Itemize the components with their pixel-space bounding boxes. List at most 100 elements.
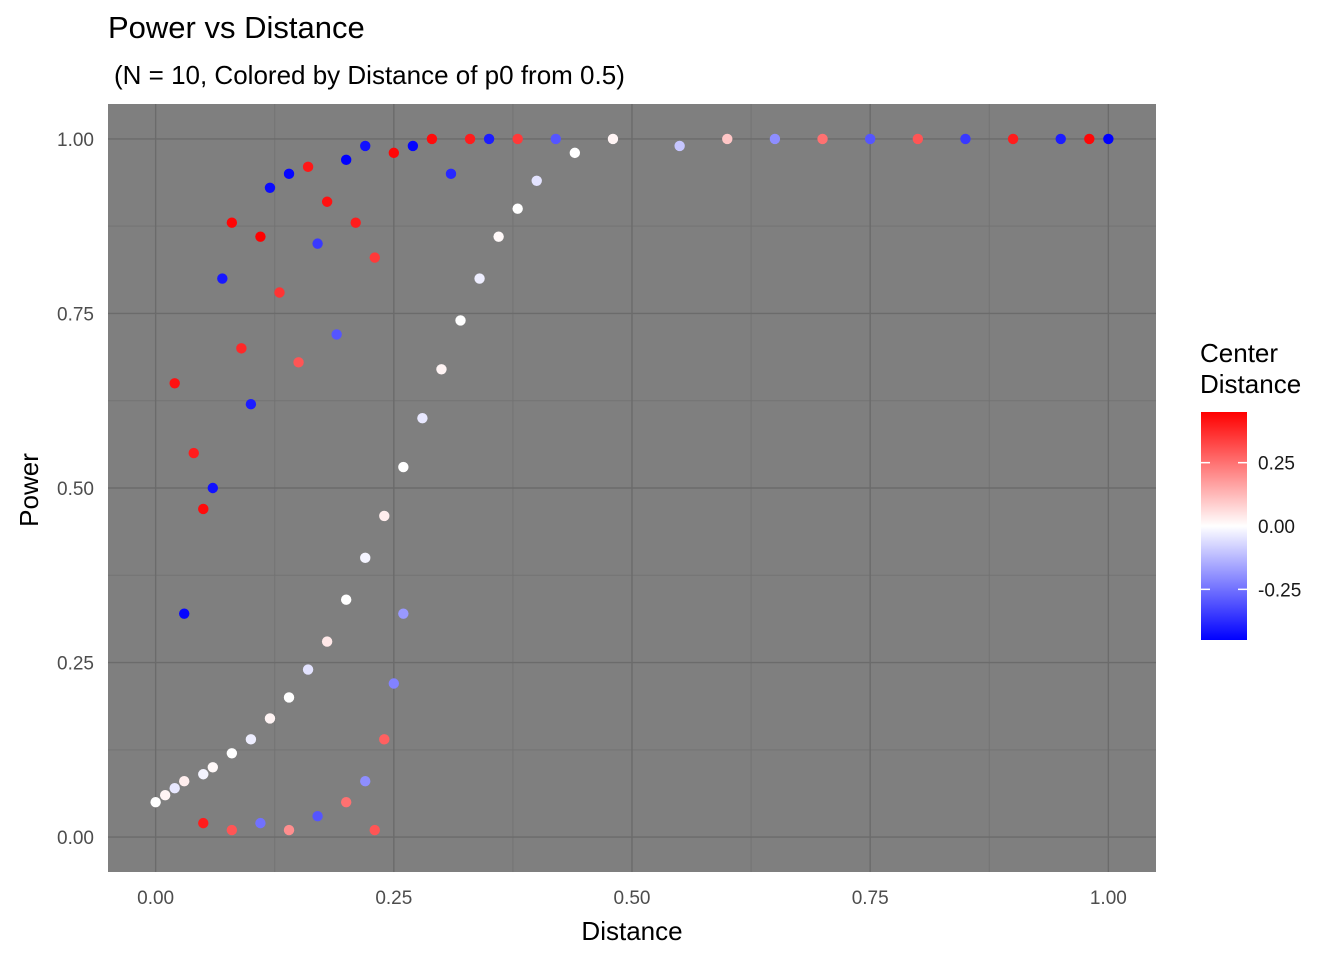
y-tick-label: 1.00 — [57, 130, 94, 151]
scatter-point — [302, 664, 314, 675]
scatter-point — [245, 734, 257, 745]
grid-lines — [108, 104, 1156, 872]
scatter-point — [512, 203, 523, 214]
scatter-point — [960, 133, 971, 145]
scatter-point — [150, 796, 161, 808]
x-tick-label: 0.50 — [614, 888, 651, 909]
y-tick-label: 0.50 — [57, 479, 94, 500]
chart-subtitle: (N = 10, Colored by Distance of p0 from … — [114, 60, 625, 90]
legend-title-line-2: Distance — [1200, 369, 1301, 399]
axes: 0.00 0.25 0.50 0.75 1.00 0.00 0.25 0.50 0.75 1.00 — [57, 130, 1127, 909]
scatter-point — [550, 133, 561, 145]
scatter-point — [198, 769, 209, 780]
y-tick-label: 0.75 — [57, 304, 94, 325]
scatter-point — [207, 762, 218, 773]
y-tick-label: 0.25 — [57, 654, 94, 675]
scatter-point — [217, 273, 228, 284]
scatter-point — [722, 133, 733, 145]
x-tick-label: 0.75 — [852, 888, 889, 909]
scatter-point — [283, 692, 295, 703]
scatter-point — [864, 133, 876, 145]
scatter-point — [388, 147, 400, 159]
scatter-point — [674, 140, 685, 152]
scatter-point — [340, 594, 352, 605]
scatter-point — [283, 824, 295, 836]
scatter-point — [198, 817, 209, 829]
scatter-point — [445, 168, 457, 180]
x-tick-label: 0.00 — [137, 888, 174, 909]
scatter-point — [436, 364, 447, 375]
scatter-point — [369, 824, 380, 836]
scatter-point — [255, 231, 266, 242]
y-tick-label: 0.00 — [57, 828, 94, 849]
scatter-point — [236, 343, 247, 354]
scatter-point — [245, 399, 257, 410]
scatter-point — [512, 133, 523, 145]
scatter-point — [293, 357, 304, 368]
legend-tick-label: -0.25 — [1258, 580, 1301, 601]
scatter-point — [455, 315, 466, 326]
scatter-point — [321, 196, 333, 207]
legend-title-line-1: Center — [1200, 338, 1278, 368]
scatter-point — [398, 461, 409, 473]
y-axis-title: Power — [14, 453, 44, 527]
scatter-point — [407, 140, 419, 152]
scatter-point — [1055, 133, 1066, 145]
scatter-point — [226, 217, 238, 228]
legend-tick-label: 0.00 — [1258, 517, 1295, 538]
legend-ticks: 0.25 0.00 -0.25 — [1201, 454, 1301, 601]
scatter-point — [159, 790, 171, 801]
scatter-point — [388, 678, 400, 689]
scatter-point — [817, 133, 828, 145]
scatter-point — [207, 482, 218, 494]
scatter-point — [188, 447, 199, 459]
scatter-point — [360, 552, 371, 564]
scatter-points — [150, 133, 1114, 836]
scatter-point — [360, 776, 371, 787]
x-tick-label: 1.00 — [1090, 888, 1127, 909]
scatter-point — [226, 748, 238, 759]
scatter-point — [255, 817, 266, 829]
scatter-point — [198, 503, 209, 515]
scatter-point — [264, 713, 276, 724]
scatter-point — [379, 510, 390, 522]
scatter-point — [264, 182, 276, 193]
scatter-point — [607, 133, 619, 145]
scatter-point — [1103, 133, 1114, 145]
scatter-point — [569, 147, 581, 159]
scatter-point — [179, 776, 190, 787]
scatter-point — [331, 329, 342, 340]
scatter-point — [1084, 133, 1095, 145]
scatter-point — [426, 133, 438, 145]
x-axis-title: Distance — [581, 916, 682, 946]
legend-tick-label: 0.25 — [1258, 454, 1295, 475]
scatter-point — [302, 161, 314, 173]
scatter-point — [283, 168, 295, 180]
scatter-point — [169, 378, 180, 389]
color-legend: Center Distance 0.25 0.00 -0.25 — [1200, 338, 1301, 640]
scatter-point — [340, 796, 352, 808]
scatter-point — [398, 608, 409, 619]
scatter-point — [360, 140, 371, 152]
scatter-point — [1007, 133, 1019, 145]
scatter-point — [321, 636, 333, 647]
scatter-point — [312, 238, 323, 249]
scatter-point — [531, 175, 542, 186]
scatter-point — [312, 810, 323, 822]
scatter-point — [169, 783, 180, 794]
scatter-point — [912, 133, 924, 145]
scatter-point — [179, 608, 190, 619]
chart-title: Power vs Distance — [108, 10, 365, 45]
scatter-point — [350, 217, 361, 228]
scatter-point — [369, 252, 380, 263]
scatter-point — [340, 154, 352, 166]
x-tick-label: 0.25 — [375, 888, 412, 909]
scatter-point — [274, 287, 285, 298]
scatter-point — [474, 273, 485, 284]
scatter-point — [226, 824, 238, 836]
scatter-point — [769, 133, 781, 145]
scatter-point — [493, 231, 504, 242]
scatter-point — [464, 133, 476, 145]
scatter-point — [417, 412, 428, 424]
